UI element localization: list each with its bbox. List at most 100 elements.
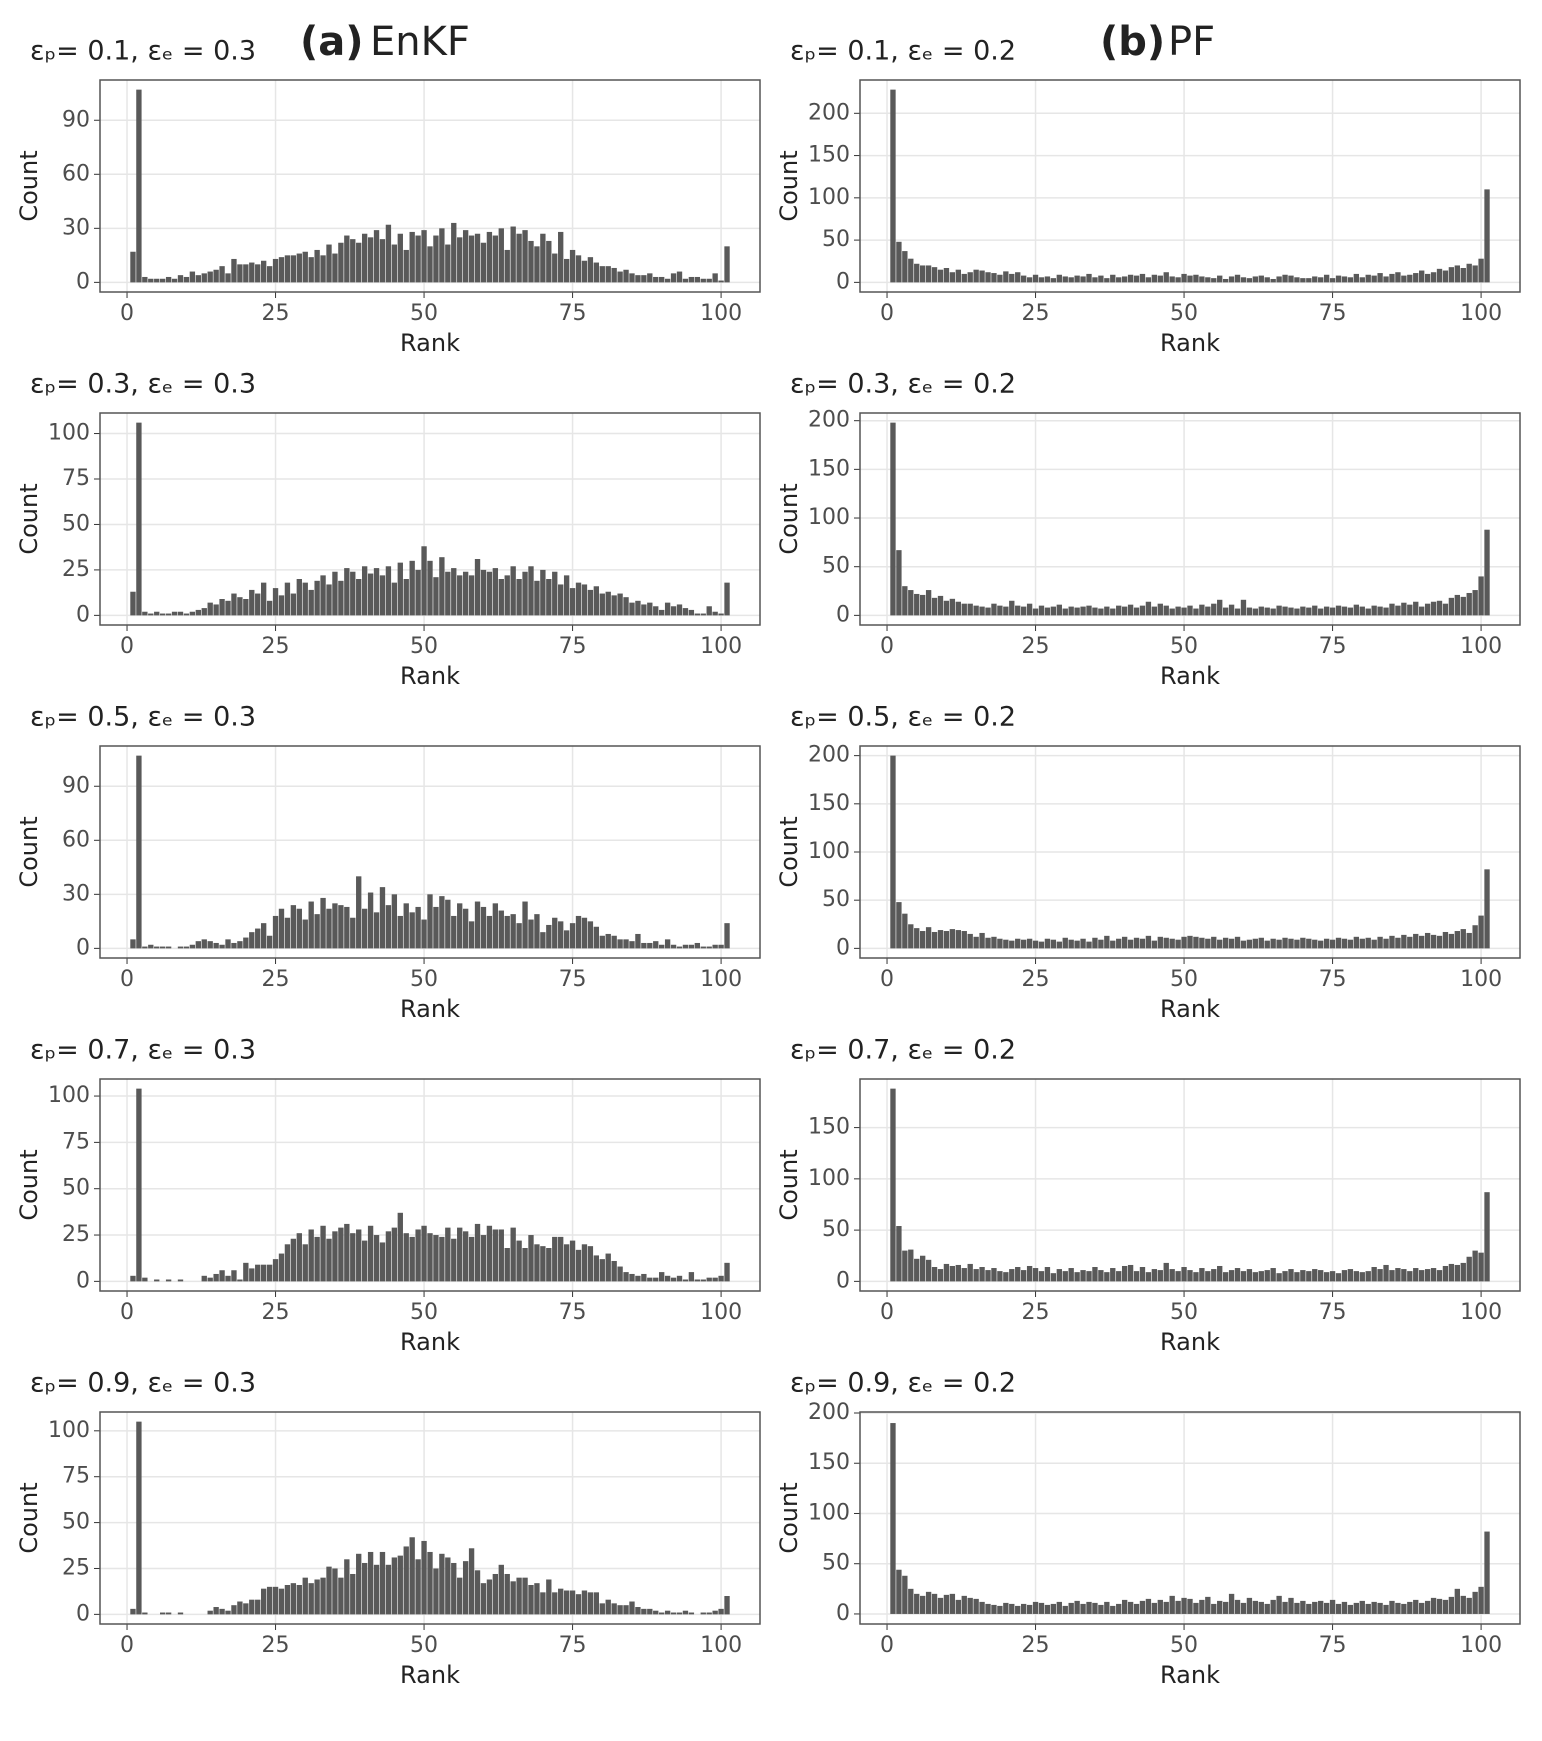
bar [718, 944, 724, 949]
bar [1050, 1273, 1057, 1282]
bar [1199, 1599, 1205, 1614]
bar [1306, 1271, 1312, 1282]
bar [647, 1277, 653, 1282]
bar [1032, 274, 1039, 283]
bar [706, 1277, 712, 1282]
plot-border [859, 745, 1521, 959]
bar [284, 1584, 291, 1615]
bar [1341, 938, 1348, 949]
bar [409, 560, 415, 616]
bar [991, 1268, 997, 1282]
bar [1478, 1252, 1484, 1282]
bar [1300, 606, 1306, 616]
bar [1300, 937, 1306, 949]
bar [967, 1597, 973, 1614]
bar [498, 228, 504, 283]
y-tick-label: 200 [808, 408, 850, 433]
bar [647, 602, 653, 616]
bar [1234, 608, 1241, 616]
bar [1448, 1596, 1455, 1614]
bar [1038, 277, 1045, 283]
bar [1318, 940, 1324, 949]
bar [148, 613, 154, 616]
bar [635, 1275, 641, 1282]
bar [1359, 1600, 1365, 1614]
bar [676, 271, 683, 283]
bar [1472, 590, 1478, 616]
bar [1044, 607, 1051, 616]
bar [1157, 275, 1163, 283]
bar [1211, 278, 1217, 283]
bar [486, 571, 493, 616]
bar [563, 575, 570, 616]
bar [599, 1603, 605, 1615]
y-axis-label: Count [775, 150, 803, 221]
bar [569, 923, 576, 949]
bar [1276, 939, 1282, 949]
bar [379, 1242, 386, 1282]
x-tick-label: 100 [700, 1633, 742, 1658]
bar [165, 946, 172, 949]
bar [308, 1583, 314, 1615]
bar [1217, 939, 1223, 949]
bar [522, 230, 528, 283]
bar [1294, 1602, 1300, 1614]
bar [937, 595, 944, 616]
x-tick-label: 50 [410, 1633, 438, 1658]
bar [320, 1225, 326, 1282]
bar [611, 935, 617, 949]
bar [403, 579, 409, 616]
bar [706, 278, 712, 283]
y-tick-label: 30 [62, 881, 90, 906]
bar [1401, 934, 1407, 949]
bar [724, 582, 730, 616]
bar [688, 1612, 695, 1615]
bar [130, 591, 136, 616]
bar [367, 237, 374, 283]
bar [611, 1603, 617, 1615]
bar [1116, 938, 1122, 949]
bar [1419, 606, 1425, 616]
bar [314, 580, 320, 616]
bar [474, 1570, 481, 1615]
bar [332, 253, 338, 283]
bar [653, 606, 659, 616]
bar [1116, 605, 1122, 616]
bar [1169, 938, 1175, 949]
x-axis-label: Rank [1160, 662, 1220, 690]
bar [1252, 1600, 1259, 1614]
bar [148, 278, 154, 283]
bar [1009, 1269, 1015, 1282]
x-tick-label: 25 [262, 967, 290, 992]
bar [308, 257, 314, 283]
bar [260, 260, 267, 283]
bar [1252, 608, 1259, 616]
bar [160, 613, 166, 616]
chart-title: εₚ= 0.5, εₑ = 0.2 [790, 702, 1016, 733]
bar [1419, 270, 1425, 283]
bar [296, 1233, 302, 1282]
bar [1145, 277, 1152, 283]
bar [1228, 604, 1235, 616]
bar [925, 927, 932, 949]
bar [611, 267, 617, 283]
x-tick-label: 50 [1170, 967, 1198, 992]
x-tick-label: 0 [120, 967, 134, 992]
bar [290, 593, 297, 616]
bar [433, 1568, 439, 1615]
bar [1484, 189, 1490, 283]
bar [943, 267, 950, 283]
bar [1157, 1270, 1163, 1282]
bar [718, 613, 724, 616]
bar [991, 603, 997, 616]
bar [373, 568, 380, 616]
bar [480, 1583, 487, 1615]
bar [967, 1263, 973, 1282]
bar [379, 887, 386, 949]
bar [688, 609, 695, 616]
bar [670, 1612, 677, 1615]
bar [1389, 1600, 1395, 1614]
bar [1347, 1269, 1354, 1282]
bar [332, 571, 338, 616]
bar [522, 901, 528, 949]
